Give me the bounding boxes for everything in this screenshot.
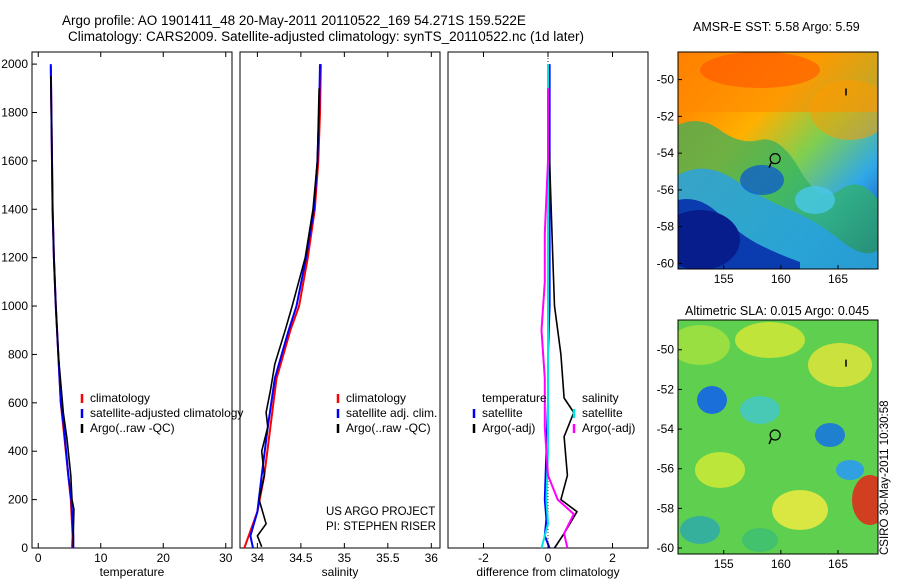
map-y-tick-label-2: -54 (657, 422, 675, 436)
y-tick-label-1: 0 (21, 541, 28, 555)
x-tick-label-2: 36 (425, 551, 439, 565)
map-x-tick-label-1: 160 (771, 272, 791, 286)
x-tick-label-1: 20 (157, 551, 171, 565)
x-tick-label-1: 0 (35, 551, 42, 565)
y-tick-label-1: 1200 (1, 251, 28, 265)
x-tick-label-1: 30 (219, 551, 233, 565)
y-tick-label-1: 1000 (1, 299, 28, 313)
x-tick-label-3: 2 (609, 551, 616, 565)
map-x-tick-label-2: 165 (828, 557, 848, 571)
map-x-tick-label-2: 160 (771, 557, 791, 571)
map-frame-1 (677, 51, 879, 270)
series-line-1-3 (50, 76, 75, 547)
map-y-tick-label-1: -56 (657, 183, 675, 197)
map-frame-2 (677, 319, 879, 555)
series-line-1-2 (49, 64, 75, 548)
legend-salinity-label-3: Argo(..raw -QC) (346, 421, 431, 435)
legend-temperature-label-1: climatology (90, 391, 150, 405)
map-y-tick-label-2: -52 (657, 382, 675, 396)
float-track-2 (768, 438, 772, 445)
map-x-tick-label-1: 165 (828, 272, 848, 286)
legend-temperature-label-3: Argo(..raw -QC) (90, 421, 175, 435)
y-tick-label-1: 1400 (1, 202, 28, 216)
float-track-1 (768, 162, 772, 168)
panel-frame-1 (31, 51, 233, 549)
legend-diff-temperature-title: temperature (482, 391, 547, 405)
x-tick-label-2: 35.5 (376, 551, 400, 565)
series-line-3-2 (547, 88, 578, 549)
y-tick-label-1: 2000 (1, 57, 28, 71)
map-y-tick-label-1: -60 (657, 256, 675, 270)
legend-diff-temperature-label-1: satellite (482, 406, 523, 420)
sst-map (678, 52, 878, 269)
x-tick-label-3: -2 (478, 551, 489, 565)
x-axis-label-1: temperature (100, 565, 165, 579)
y-tick-label-1: 800 (8, 347, 28, 361)
sla-map (678, 320, 878, 554)
series-line-2-2 (249, 64, 321, 549)
map-y-tick-label-1: -52 (657, 109, 675, 123)
map-y-tick-label-1: -54 (657, 146, 675, 160)
x-axis-label-3: difference from climatology (476, 565, 619, 579)
legend-salinity-label-1: climatology (346, 391, 406, 405)
series-line-2-3 (256, 88, 320, 548)
annotation-project: US ARGO PROJECT (326, 506, 435, 518)
x-tick-label-2: 34.5 (289, 551, 313, 565)
legend-diff-salinity-label-1: satellite (582, 406, 623, 420)
panel-frame-2 (239, 51, 441, 549)
x-tick-label-3: 0 (545, 551, 552, 565)
legend-diff-temperature-label-2: Argo(-adj) (482, 421, 535, 435)
x-axis-label-2: salinity (322, 565, 359, 579)
map-x-tick-label-1: 155 (714, 272, 734, 286)
map-y-tick-label-2: -58 (657, 501, 675, 515)
y-tick-label-1: 400 (8, 444, 28, 458)
y-tick-label-1: 200 (8, 493, 28, 507)
legend-salinity-label-2: satellite adj. clim. (346, 406, 437, 420)
map-x-tick-label-2: 155 (714, 557, 734, 571)
y-tick-label-1: 1600 (1, 154, 28, 168)
map-y-tick-label-2: -60 (657, 541, 675, 555)
legend-diff-salinity-title: salinity (582, 391, 619, 405)
figure-title-line2: Climatology: CARS2009. Satellite-adjuste… (68, 29, 585, 44)
series-line-3-4 (540, 88, 575, 549)
sla-map-title: Altimetric SLA: 0.015 Argo: 0.045 (685, 304, 870, 318)
legend-diff-salinity-label-2: Argo(-adj) (582, 421, 635, 435)
y-tick-label-1: 1800 (1, 105, 28, 119)
x-tick-label-2: 34 (251, 551, 265, 565)
series-line-2-1 (243, 64, 322, 549)
annotation-pi: PI: STEPHEN RISER (326, 521, 436, 533)
x-tick-label-1: 10 (94, 551, 108, 565)
plots-layer: 0 10 20 30020040060080010001200140016001800… (1, 51, 879, 579)
x-tick-label-2: 35 (338, 551, 352, 565)
sst-map-title: AMSR-E SST: 5.58 Argo: 5.59 (693, 20, 860, 34)
map-y-tick-label-2: -50 (657, 343, 675, 357)
legend-temperature-label-2: satellite-adjusted climatology (90, 406, 243, 420)
map-y-tick-label-1: -50 (657, 73, 675, 87)
map-y-tick-label-1: -58 (657, 220, 675, 234)
figure-title-line1: Argo profile: AO 1901411_48 20-May-2011 … (62, 13, 526, 28)
y-tick-label-1: 600 (8, 396, 28, 410)
float-position-marker-1 (769, 153, 781, 165)
float-position-marker-2 (769, 429, 781, 441)
map-y-tick-label-2: -56 (657, 462, 675, 476)
credit-stamp: CSIRO 30-May-2011 10:30:58 (879, 400, 891, 555)
